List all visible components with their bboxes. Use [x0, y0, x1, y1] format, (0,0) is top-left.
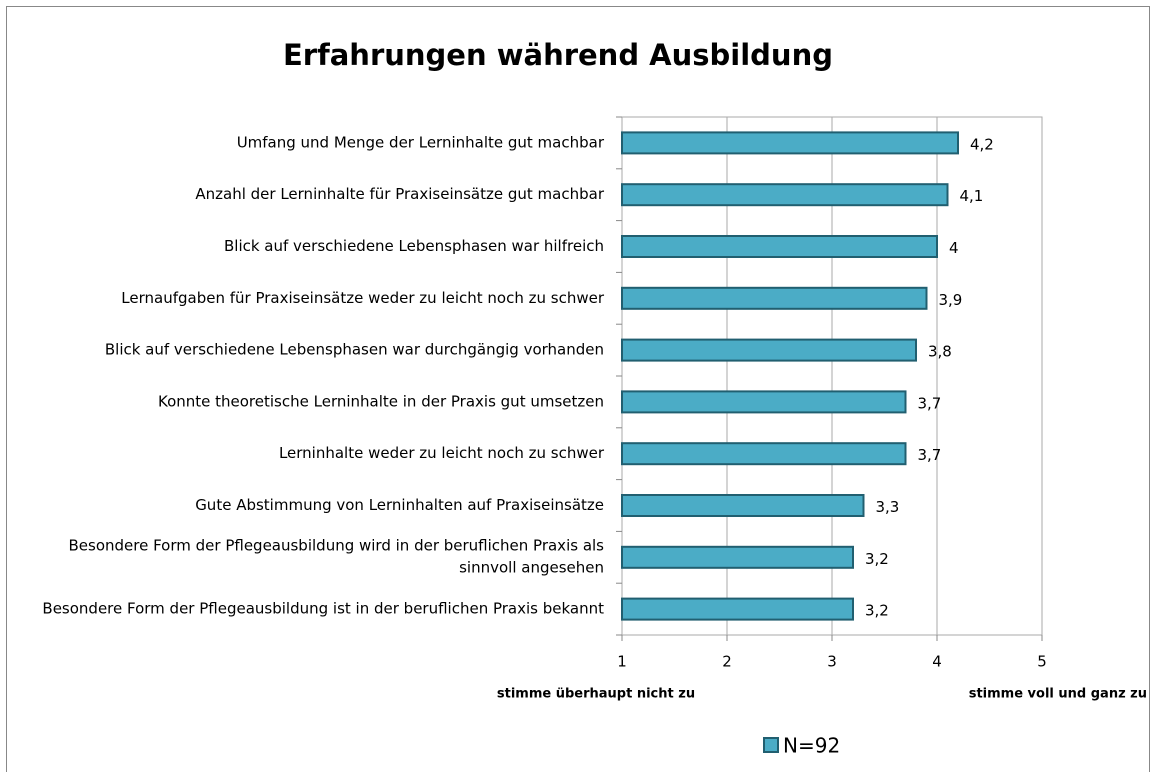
y-tick-label: Gute Abstimmung von Lerninhalten auf Pra… — [195, 496, 604, 514]
data-label: 4 — [949, 239, 959, 257]
legend-label: N=92 — [783, 734, 840, 758]
bar — [621, 183, 949, 207]
data-label: 4,1 — [960, 187, 984, 205]
y-tick-label: Anzahl der Lerninhalte für Praxiseinsätz… — [195, 185, 604, 203]
x-tick-label: 5 — [1037, 653, 1047, 671]
y-tick-label: Konnte theoretische Lerninhalte in der P… — [158, 392, 604, 410]
bar — [621, 545, 854, 569]
y-tick-label: Besondere Form der Pflegeausbildung wird… — [68, 536, 604, 576]
data-label: 3,7 — [918, 446, 942, 464]
y-tick-label: Lerninhalte weder zu leicht noch zu schw… — [279, 444, 605, 462]
chart-border — [6, 6, 1150, 772]
chart-title: Erfahrungen während Ausbildung — [283, 38, 833, 72]
bar — [621, 597, 854, 621]
x-tick-label: 4 — [932, 653, 942, 671]
y-tick-label: Blick auf verschiedene Lebensphasen war … — [105, 341, 604, 359]
data-label: 3,2 — [865, 602, 889, 620]
data-label: 3,2 — [865, 550, 889, 568]
y-tick-label: Umfang und Menge der Lerninhalte gut mac… — [237, 133, 605, 151]
y-tick-label: Lernaufgaben für Praxiseinsätze weder zu… — [121, 289, 605, 307]
bar — [621, 390, 907, 414]
label-line: Besondere Form der Pflegeausbildung wird… — [68, 536, 604, 554]
y-tick-label: Besondere Form der Pflegeausbildung ist … — [42, 600, 604, 618]
x-tick-label: 3 — [827, 653, 837, 671]
x-tick-label: 2 — [722, 653, 732, 671]
legend-swatch — [763, 737, 779, 753]
data-label: 3,8 — [928, 343, 952, 361]
data-label: 4,2 — [970, 135, 994, 153]
bar — [621, 442, 907, 466]
data-label: 3,9 — [939, 291, 963, 309]
bar — [621, 131, 959, 155]
x-tick-label: 1 — [617, 653, 627, 671]
label-line: sinnvoll angesehen — [459, 558, 604, 576]
bar — [621, 286, 928, 310]
bar — [621, 494, 865, 517]
x-axis-label-left: stimme überhaupt nicht zu — [497, 687, 695, 702]
bar — [621, 338, 917, 362]
data-label: 3,3 — [876, 498, 900, 516]
y-tick-label: Blick auf verschiedene Lebensphasen war … — [224, 237, 604, 255]
bar — [621, 235, 938, 258]
x-axis-label-right: stimme voll und ganz zu — [969, 687, 1147, 702]
data-label: 3,7 — [918, 394, 942, 412]
